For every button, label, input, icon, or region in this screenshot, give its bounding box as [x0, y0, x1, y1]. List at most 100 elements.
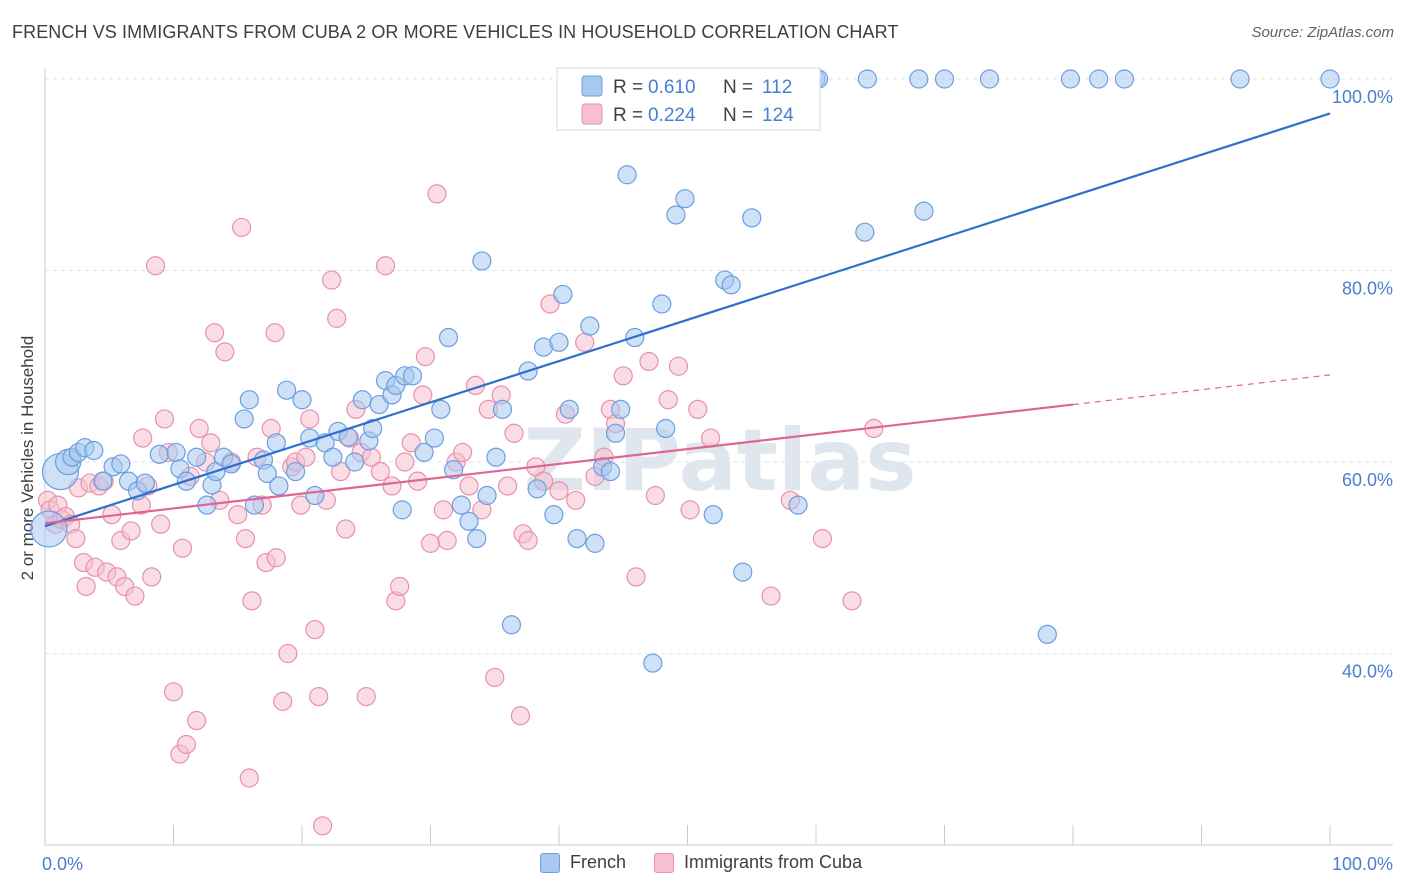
- cuba-point: [228, 505, 248, 525]
- french-trend-line: [44, 112, 1331, 528]
- french-point: [721, 275, 741, 295]
- cuba-point: [242, 591, 262, 611]
- french-point: [30, 510, 68, 548]
- cuba-point: [266, 548, 286, 568]
- cuba-point: [518, 530, 538, 551]
- cuba-point: [205, 323, 225, 343]
- cuba-point: [680, 500, 700, 520]
- french-point: [459, 511, 479, 531]
- cuba-point: [305, 619, 325, 640]
- french-point: [135, 473, 155, 493]
- cuba-point: [189, 418, 209, 439]
- cuba-point: [375, 256, 396, 276]
- cuba-point: [125, 586, 145, 606]
- cuba-point: [668, 356, 689, 376]
- cuba-point: [566, 490, 586, 510]
- cuba-point: [639, 351, 659, 372]
- cuba-point: [453, 442, 473, 463]
- french-point: [93, 471, 113, 491]
- legend-r-label: R =: [613, 105, 643, 126]
- french-point: [402, 366, 423, 386]
- french-point: [1230, 69, 1250, 89]
- cuba-point: [415, 347, 435, 367]
- french-point: [600, 461, 621, 482]
- bottom-legend: French Immigrants from Cuba: [540, 852, 890, 873]
- french-point: [544, 505, 564, 525]
- french-point: [431, 399, 451, 419]
- cuba-point: [309, 686, 329, 707]
- french-point: [467, 528, 487, 549]
- french-point: [733, 562, 753, 582]
- french-points: [30, 69, 1340, 673]
- cuba-point: [154, 409, 175, 429]
- french-point: [675, 189, 695, 209]
- cuba-point: [239, 768, 259, 788]
- french-point: [742, 208, 762, 228]
- legend-r-value: 0.610: [648, 77, 696, 98]
- cuba-point: [296, 447, 316, 467]
- legend-item-cuba[interactable]: Immigrants from Cuba: [654, 852, 862, 873]
- cuba-point: [232, 217, 252, 238]
- cuba-point: [613, 366, 633, 386]
- french-point: [559, 399, 579, 419]
- cuba-point: [459, 476, 479, 496]
- french-point: [611, 399, 631, 419]
- cuba-point: [549, 481, 569, 501]
- cuba-point: [151, 514, 171, 534]
- cuba-point: [278, 643, 298, 664]
- french-point: [914, 201, 934, 221]
- french-swatch: [540, 852, 560, 873]
- french-point: [285, 461, 306, 482]
- french-point: [257, 463, 277, 484]
- legend-n-label: N =: [723, 105, 753, 126]
- cuba-point: [66, 528, 86, 549]
- cuba-point: [300, 409, 320, 429]
- french-point: [1037, 624, 1057, 644]
- french-point: [549, 332, 569, 352]
- cuba-point: [395, 452, 415, 472]
- cuba-point: [688, 399, 708, 419]
- french-point: [666, 205, 686, 225]
- french-point: [323, 447, 343, 467]
- french-point: [652, 294, 672, 314]
- chart-title: FRENCH VS IMMIGRANTS FROM CUBA 2 OR MORE…: [12, 22, 899, 42]
- cuba-trend-extension: [1072, 374, 1331, 406]
- french-point: [444, 460, 464, 480]
- y-tick-label: 60.0%: [1342, 470, 1393, 490]
- french-point: [1089, 69, 1109, 89]
- cuba-point: [761, 586, 781, 606]
- french-point: [269, 476, 289, 496]
- cuba-point: [321, 270, 342, 290]
- cuba-point: [427, 184, 447, 204]
- french-point: [643, 653, 663, 673]
- cuba-point: [142, 567, 162, 587]
- gridlines: [45, 78, 1393, 654]
- french-point: [857, 69, 878, 89]
- french-point: [501, 615, 522, 635]
- french-point: [585, 533, 605, 553]
- legend-item-french[interactable]: French: [540, 852, 626, 873]
- cuba-point: [356, 686, 376, 707]
- cuba-points: [37, 184, 884, 836]
- cuba-point: [163, 682, 184, 702]
- cuba-point: [575, 332, 595, 352]
- legend-r-value: 0.224: [648, 105, 696, 126]
- cuba-point: [433, 500, 453, 520]
- french-point: [369, 394, 389, 415]
- french-point: [492, 399, 513, 419]
- french-point: [392, 500, 412, 520]
- cuba-point: [235, 528, 256, 549]
- french-point: [84, 440, 104, 461]
- legend-swatch-french: [581, 75, 603, 97]
- legend-n-value: 124: [762, 105, 794, 126]
- french-point: [788, 495, 808, 515]
- legend-label-french: French: [570, 852, 627, 872]
- cuba-point: [215, 342, 235, 362]
- legend-box: R = 0.610 N = 112 R = 0.224 N = 124: [556, 67, 821, 131]
- french-point: [909, 69, 929, 89]
- cuba-point: [370, 461, 390, 482]
- cuba-point: [133, 428, 153, 448]
- cuba-point: [540, 294, 560, 314]
- source-label: Source: ZipAtlas.com: [1251, 24, 1394, 41]
- french-point: [111, 454, 131, 474]
